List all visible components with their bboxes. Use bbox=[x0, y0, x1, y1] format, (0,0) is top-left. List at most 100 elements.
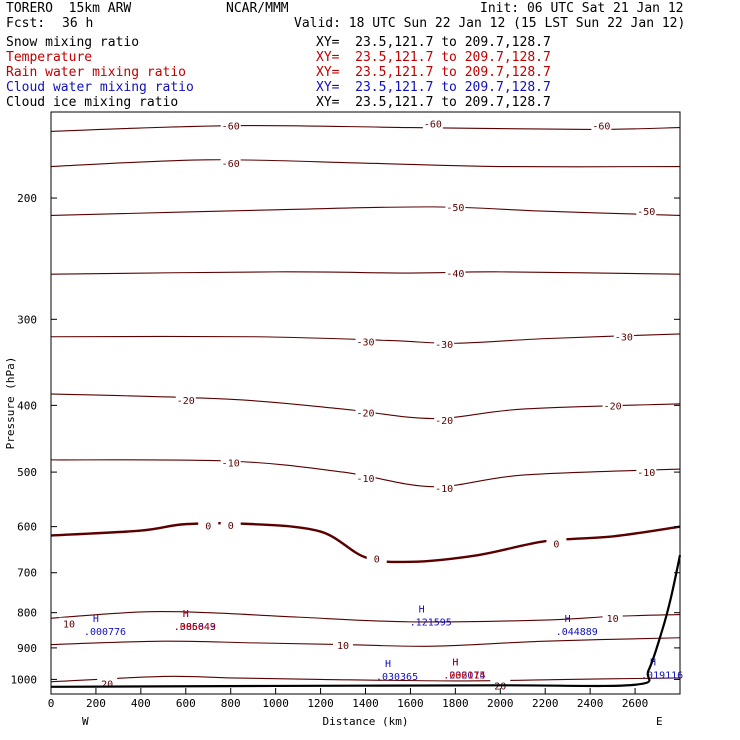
maximum-value: .385049 bbox=[174, 622, 216, 633]
x-tick-label: 800 bbox=[221, 697, 241, 710]
isotherm-line bbox=[50, 459, 681, 488]
isotherm-label: 10 bbox=[607, 614, 619, 625]
valid-time: Valid: 18 UTC Sun 22 Jan 12 (15 LST Sun … bbox=[294, 16, 686, 31]
isotherm-label-bg bbox=[636, 205, 657, 217]
y-tick-label: 500 bbox=[17, 466, 37, 479]
x-tick-label: 1800 bbox=[442, 697, 469, 710]
maximum-marker: H bbox=[183, 609, 189, 620]
y-tick-label: 600 bbox=[17, 521, 37, 534]
surface-pressure-line bbox=[50, 554, 682, 688]
x-end-west: W bbox=[82, 715, 89, 728]
isotherm-label-bg bbox=[58, 617, 79, 629]
field-temperature: Temperature bbox=[6, 50, 93, 65]
maximum-value: .232074 bbox=[443, 671, 485, 682]
isotherm-line bbox=[50, 159, 681, 168]
isotherm-label: -20 bbox=[177, 396, 195, 407]
y-tick-label: 200 bbox=[17, 192, 37, 205]
maximum-marker: H bbox=[93, 614, 99, 625]
isotherm-label-bg bbox=[97, 677, 118, 689]
forecast-label: Fcst: bbox=[6, 16, 46, 31]
x-tick-label: 2400 bbox=[577, 697, 604, 710]
isotherm-label: 20 bbox=[101, 679, 113, 690]
isotherm-label: 0 bbox=[553, 540, 559, 551]
isotherm-label: 0 bbox=[374, 554, 380, 565]
isotherm-label-bg bbox=[546, 537, 567, 549]
xy-cloud-water: XY= 23.5,121.7 to 209.7,128.7 bbox=[316, 80, 551, 95]
xy-cloud-ice: XY= 23.5,121.7 to 209.7,128.7 bbox=[316, 95, 551, 110]
isotherm-label-bg bbox=[636, 466, 657, 478]
cloud-features: H .000776 H .385049 H .006643 H .121595 H .044889… bbox=[84, 605, 683, 684]
maximum-value: .006643 bbox=[174, 622, 216, 633]
maximum-marker: H bbox=[452, 658, 458, 669]
model-name: TORERO 15km ARW bbox=[6, 1, 132, 16]
isotherm-label: 0 bbox=[228, 521, 234, 532]
init-time: Init: 06 UTC Sat 21 Jan 12 bbox=[480, 1, 684, 16]
isotherm-label: -30 bbox=[356, 337, 374, 348]
x-tick-label: 2200 bbox=[532, 697, 559, 710]
maximum-value: .121595 bbox=[410, 618, 452, 629]
isotherm-line bbox=[50, 124, 681, 132]
field-cloud-ice: Cloud ice mixing ratio bbox=[6, 95, 179, 110]
isotherm-label: -60 bbox=[222, 159, 240, 170]
y-tick-label: 400 bbox=[17, 399, 37, 412]
isotherm-label-bg bbox=[602, 612, 623, 624]
maximum-marker: H bbox=[565, 614, 571, 625]
x-tick-label: 1000 bbox=[262, 697, 289, 710]
x-tick-label: 200 bbox=[86, 697, 106, 710]
xy-rain: XY= 23.5,121.7 to 209.7,128.7 bbox=[316, 65, 551, 80]
isotherm-label-bg bbox=[355, 335, 376, 347]
isotherm-line bbox=[50, 675, 681, 683]
x-tick-label: 2000 bbox=[487, 697, 514, 710]
maximum-value: .000776 bbox=[84, 627, 126, 638]
x-axis-ticks: 0 200 400 600 800 1000 1200 1400 1600 1800 2000 220… bbox=[48, 688, 648, 710]
isotherm-line bbox=[50, 333, 681, 344]
x-tick-label: 1200 bbox=[307, 697, 334, 710]
isotherm-label: -50 bbox=[446, 203, 464, 214]
forecast-hour: 36 h bbox=[62, 16, 94, 31]
y-tick-label: 300 bbox=[17, 313, 37, 326]
y-tick-label: 900 bbox=[17, 642, 37, 655]
isotherm-label: -10 bbox=[435, 484, 453, 495]
isotherm-label: 10 bbox=[63, 620, 75, 631]
isotherm-label-bg bbox=[434, 413, 455, 425]
isotherm-label-bg bbox=[366, 552, 387, 564]
isotherm-line bbox=[50, 206, 681, 217]
y-tick-label: 1000 bbox=[11, 673, 38, 686]
isotherm-label-bg bbox=[333, 639, 354, 651]
isotherm-label: -60 bbox=[424, 120, 442, 131]
isotherm-line bbox=[50, 637, 681, 647]
y-tick-label: 800 bbox=[17, 607, 37, 620]
temperature-contours: -60 -60 -60 -60 -50 -50 -40 -30 -30 -30 -20 -20 -20 -… bbox=[50, 117, 681, 692]
field-rain: Rain water mixing ratio bbox=[6, 65, 187, 80]
isotherm-label: -10 bbox=[637, 468, 655, 479]
isotherm-label: -30 bbox=[615, 333, 633, 344]
isotherm-line bbox=[50, 522, 681, 564]
surface-terrain bbox=[50, 554, 682, 688]
isotherm-label-bg bbox=[220, 519, 241, 531]
maximum-marker: H bbox=[650, 658, 656, 669]
isotherm-label-bg bbox=[220, 456, 241, 468]
isotherm-label-bg bbox=[198, 519, 219, 531]
field-snow: Snow mixing ratio bbox=[6, 35, 140, 50]
isotherm-label: -60 bbox=[222, 122, 240, 133]
maximum-marker: H bbox=[419, 605, 425, 616]
isotherm-label-bg bbox=[591, 119, 612, 131]
isotherm-label: -10 bbox=[356, 474, 374, 485]
x-end-east: E bbox=[656, 715, 663, 728]
isotherm-label: -20 bbox=[356, 409, 374, 420]
x-tick-label: 0 bbox=[48, 697, 55, 710]
center-name: NCAR/MMM bbox=[226, 1, 289, 16]
maximum-marker: H bbox=[183, 609, 189, 620]
x-tick-label: 600 bbox=[176, 697, 196, 710]
x-tick-label: 400 bbox=[131, 697, 151, 710]
x-axis-label: Distance (km) bbox=[322, 715, 408, 728]
xy-temperature: XY= 23.5,121.7 to 209.7,128.7 bbox=[316, 50, 551, 65]
isotherm-label: -20 bbox=[435, 416, 453, 427]
isotherm-label: -50 bbox=[637, 207, 655, 218]
isotherm-label-bg bbox=[220, 157, 241, 169]
maximum-value: .030365 bbox=[376, 672, 418, 683]
maximum-marker: H bbox=[452, 658, 458, 669]
isotherm-label: 0 bbox=[205, 522, 211, 533]
